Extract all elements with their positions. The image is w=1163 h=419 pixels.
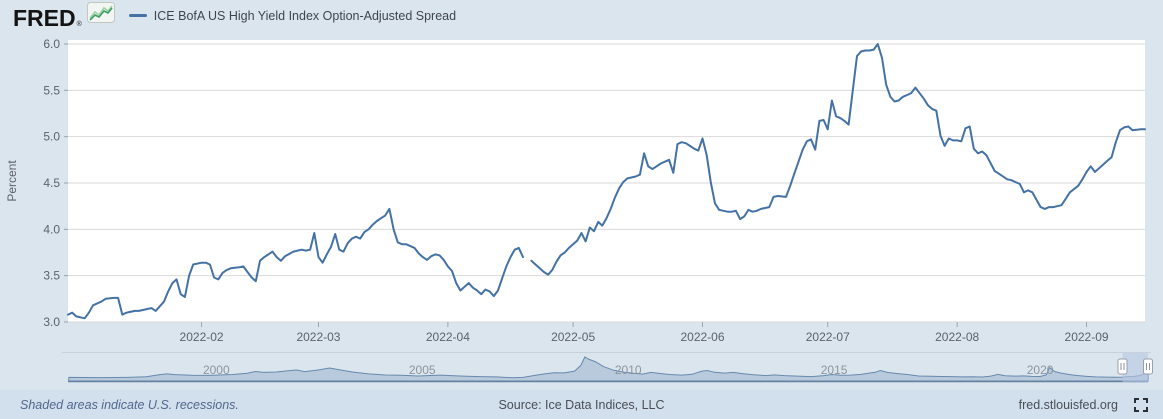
plot-area[interactable] — [68, 40, 1145, 322]
y-tick-label: 6.0 — [43, 37, 60, 51]
y-tick-label: 4.5 — [43, 176, 60, 190]
x-tick-label: 2022-08 — [935, 330, 979, 344]
fullscreen-icon[interactable] — [1134, 397, 1148, 412]
x-tick-label: 2022-07 — [806, 330, 850, 344]
footer: Source: Ice Data Indices, LLC Shaded are… — [0, 390, 1163, 419]
y-tick-label: 3.5 — [43, 269, 60, 283]
x-tick-label: 2022-05 — [551, 330, 595, 344]
x-tick-label: 2022-03 — [296, 330, 340, 344]
range-year-label: 2010 — [615, 363, 642, 377]
fred-logo-text: FRED — [13, 5, 76, 31]
range-handle-right[interactable] — [1143, 358, 1153, 375]
fred-site-link[interactable]: fred.stlouisfed.org — [1018, 397, 1118, 412]
y-tick-label: 4.0 — [43, 222, 60, 236]
x-tick-label: 2022-09 — [1065, 330, 1109, 344]
fred-logo[interactable]: FRED ® — [13, 2, 115, 31]
source-text: Source: Ice Data Indices, LLC — [498, 397, 665, 412]
x-tick-label: 2022-02 — [180, 330, 224, 344]
x-tick-label: 2022-04 — [426, 330, 470, 344]
y-tick-label: 3.0 — [43, 315, 60, 329]
range-year-label: 2020 — [1027, 363, 1054, 377]
fred-sparkline-icon — [86, 2, 115, 28]
range-year-label: 2005 — [409, 363, 436, 377]
series-line — [67, 43, 1146, 320]
range-handle-left[interactable] — [1117, 358, 1128, 375]
registered-mark: ® — [76, 21, 82, 28]
range-year-label: 2015 — [821, 363, 848, 377]
y-tick-label: 5.0 — [43, 130, 60, 144]
range-year-label: 2000 — [203, 363, 230, 377]
range-selector-area[interactable] — [68, 356, 1149, 382]
chart-legend: ICE BofA US High Yield Index Option-Adju… — [128, 8, 457, 23]
legend-label: ICE BofA US High Yield Index Option-Adju… — [153, 8, 457, 23]
x-tick-label: 2022-06 — [680, 330, 724, 344]
chart-canvas: 3.0 3.5 4.0 4.5 5.0 5.5 6.0 2022-02 2022-03 2022-… — [5, 37, 1153, 383]
y-tick-label: 5.5 — [43, 83, 60, 97]
y-axis-title: Percent — [5, 160, 19, 202]
header: FRED ® ICE BofA US High Yield Index Opti… — [0, 0, 1163, 31]
legend-line-swatch — [128, 14, 147, 17]
recession-note-link[interactable]: Shaded areas indicate U.S. recessions. — [20, 397, 239, 412]
